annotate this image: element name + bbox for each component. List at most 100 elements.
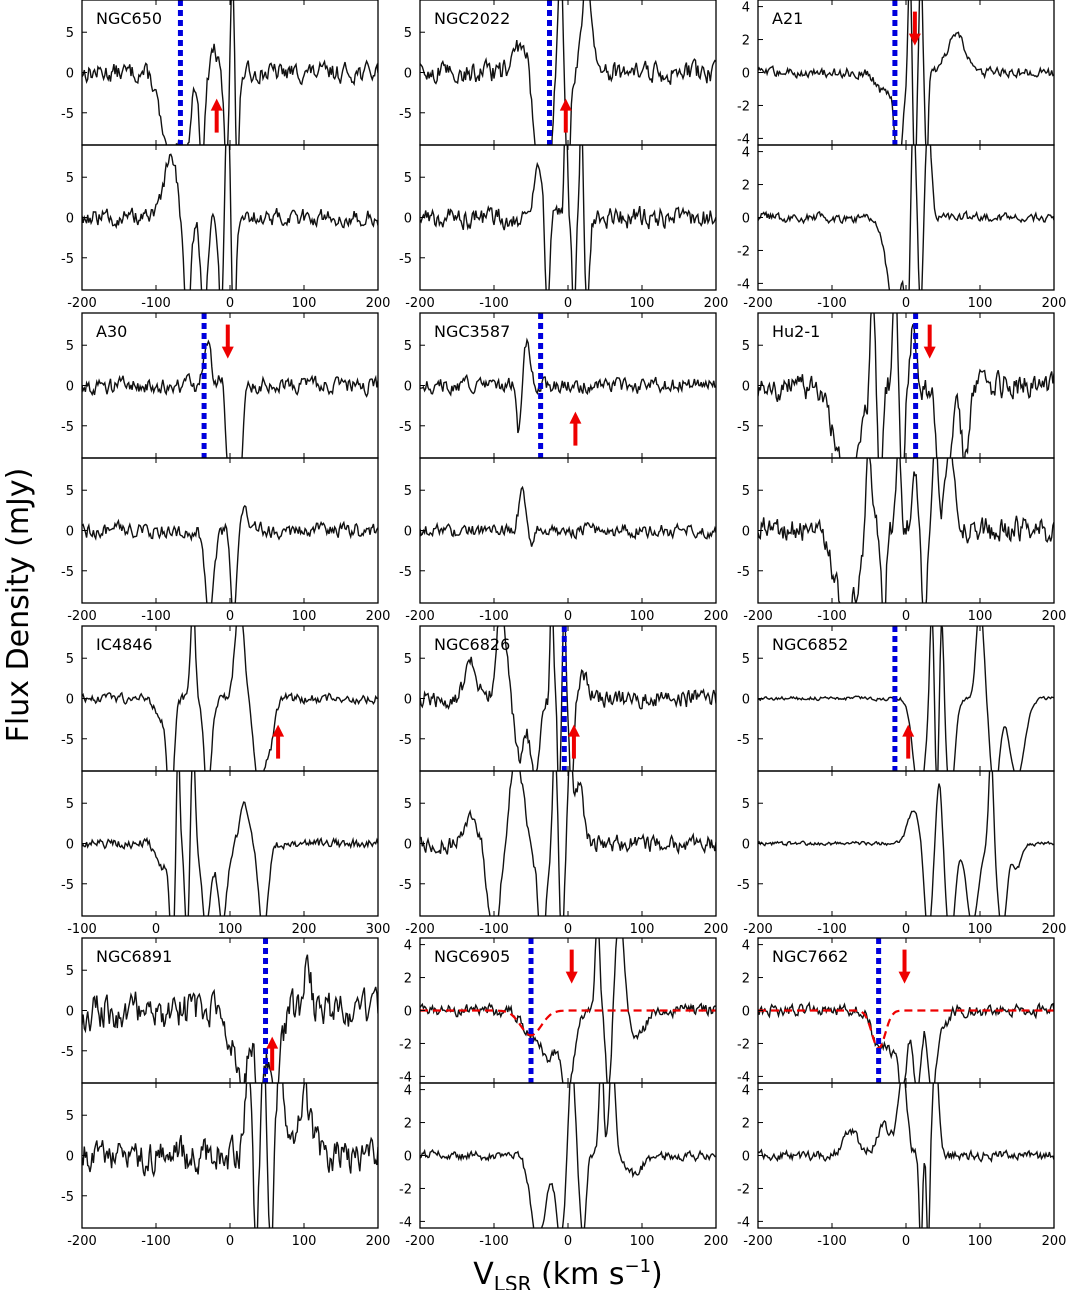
y-tick-label: 0 xyxy=(404,67,412,82)
y-tick-label: -5 xyxy=(61,107,74,122)
arrow-head xyxy=(567,724,580,737)
y-tick-label: 0 xyxy=(742,212,750,227)
x-tick-label: 200 xyxy=(366,1234,391,1249)
x-tick-label: 0 xyxy=(902,922,910,937)
panel-title: IC4846 xyxy=(96,635,153,654)
y-tick-label: -2 xyxy=(737,244,750,259)
y-tick-label: -2 xyxy=(737,99,750,114)
panel-title: NGC6826 xyxy=(434,635,510,654)
x-tick-label: 300 xyxy=(366,922,391,937)
y-tick-label: 0 xyxy=(66,1005,74,1020)
y-tick-label: 0 xyxy=(66,67,74,82)
y-tick-label: 4 xyxy=(742,146,750,161)
spectrum-line xyxy=(420,145,716,290)
velocity-arrow xyxy=(569,411,582,446)
x-tick-label: 200 xyxy=(704,609,729,624)
y-tick-label: 0 xyxy=(404,838,412,853)
x-tick-label: 0 xyxy=(902,1234,910,1249)
y-tick-label: -5 xyxy=(399,252,412,267)
spectrum-line xyxy=(82,339,378,458)
x-tick-label: 0 xyxy=(152,922,160,937)
spectrum-panel: -5 0 5 -5 0 5 -200 -100 0 100 200 A30 xyxy=(61,312,391,624)
arrow-head xyxy=(565,971,578,984)
y-tick-label: -4 xyxy=(737,132,750,147)
spectrum-line xyxy=(420,626,716,771)
x-tick-label: 200 xyxy=(704,1234,729,1249)
panel-title: NGC6852 xyxy=(772,635,848,654)
x-tick-label: -100 xyxy=(479,296,509,311)
y-tick-label: 5 xyxy=(404,171,412,186)
spectrum-panel: -5 0 5 -5 0 5 -100 0 100 200 300 IC4846 xyxy=(61,625,391,937)
x-tick-label: 100 xyxy=(292,609,317,624)
x-tick-label: -200 xyxy=(743,922,773,937)
spectrum-line xyxy=(82,626,378,771)
spectrum-line xyxy=(420,771,716,916)
gaussian-fit-line xyxy=(420,1009,716,1037)
x-tick-label: -100 xyxy=(479,609,509,624)
y-tick-label: 2 xyxy=(742,972,750,987)
y-tick-label: 4 xyxy=(742,939,750,954)
arrow-head xyxy=(923,346,936,359)
y-tick-label: 5 xyxy=(742,652,750,667)
panel-title: NGC3587 xyxy=(434,322,510,341)
panel-title: NGC7662 xyxy=(772,947,848,966)
spectrum-line xyxy=(758,313,1054,458)
x-tick-label: 0 xyxy=(564,296,572,311)
spectrum-panel: -5 0 5 -5 0 5 -200 -100 0 100 200 NGC3587 xyxy=(399,312,729,624)
spectrum-line xyxy=(82,145,378,290)
y-tick-label: -5 xyxy=(399,565,412,580)
x-tick-label: 0 xyxy=(564,922,572,937)
y-tick-label: 0 xyxy=(742,693,750,708)
y-tick-label: -5 xyxy=(61,1190,74,1205)
spectrum-line xyxy=(758,626,1054,771)
x-tick-label: 200 xyxy=(366,296,391,311)
y-tick-label: 2 xyxy=(404,972,412,987)
y-tick-label: 5 xyxy=(742,797,750,812)
y-tick-label: -5 xyxy=(61,252,74,267)
x-tick-label: 0 xyxy=(564,1234,572,1249)
panel-title: A30 xyxy=(96,322,127,341)
y-tick-label: -4 xyxy=(399,1070,412,1085)
y-tick-label: 4 xyxy=(742,1,750,16)
y-tick-label: 0 xyxy=(742,380,750,395)
y-tick-label: 5 xyxy=(66,339,74,354)
spectrum-line xyxy=(82,0,378,145)
y-tick-label: 5 xyxy=(66,652,74,667)
x-tick-label: -100 xyxy=(479,1234,509,1249)
y-tick-label: -5 xyxy=(61,565,74,580)
spectrum-line xyxy=(420,337,716,434)
spectrum-line xyxy=(82,954,378,1083)
x-tick-label: 0 xyxy=(902,296,910,311)
spectrum-panel: -5 0 5 -5 0 5 -200 -100 0 100 200 NGC6852 xyxy=(737,625,1066,937)
x-tick-label: 200 xyxy=(1042,1234,1067,1249)
spectrum-line xyxy=(758,1001,1054,1083)
arrow-head xyxy=(902,724,915,737)
y-tick-label: 5 xyxy=(66,797,74,812)
x-tick-label: 200 xyxy=(292,922,317,937)
panel-frame xyxy=(757,770,1055,917)
x-tick-label: 100 xyxy=(968,1234,993,1249)
spectrum-panel: -5 0 5 -5 0 5 -200 -100 0 100 200 NGC6826 xyxy=(399,625,728,937)
arrow-head xyxy=(272,724,285,737)
x-tick-label: -100 xyxy=(817,1234,847,1249)
spectrum-line xyxy=(82,771,378,916)
panel-title: Hu2-1 xyxy=(772,322,820,341)
x-tick-label: 0 xyxy=(226,1234,234,1249)
y-tick-label: -5 xyxy=(737,878,750,893)
panel-title: NGC6905 xyxy=(434,947,510,966)
x-tick-label: -200 xyxy=(67,609,97,624)
y-tick-label: 0 xyxy=(742,1150,750,1165)
y-tick-label: -5 xyxy=(61,1045,74,1060)
y-tick-label: 2 xyxy=(742,1117,750,1132)
x-tick-label: -100 xyxy=(817,609,847,624)
x-tick-label: -200 xyxy=(405,1234,435,1249)
spectrum-panel: -5 0 5 -5 0 5 -200 -100 0 100 200 NGC6891 xyxy=(61,937,391,1249)
x-tick-label: -100 xyxy=(141,609,171,624)
y-tick-label: 0 xyxy=(404,1005,412,1020)
x-tick-label: 200 xyxy=(366,609,391,624)
y-tick-label: -2 xyxy=(399,1037,412,1052)
y-tick-label: 0 xyxy=(66,380,74,395)
x-tick-label: -100 xyxy=(817,296,847,311)
